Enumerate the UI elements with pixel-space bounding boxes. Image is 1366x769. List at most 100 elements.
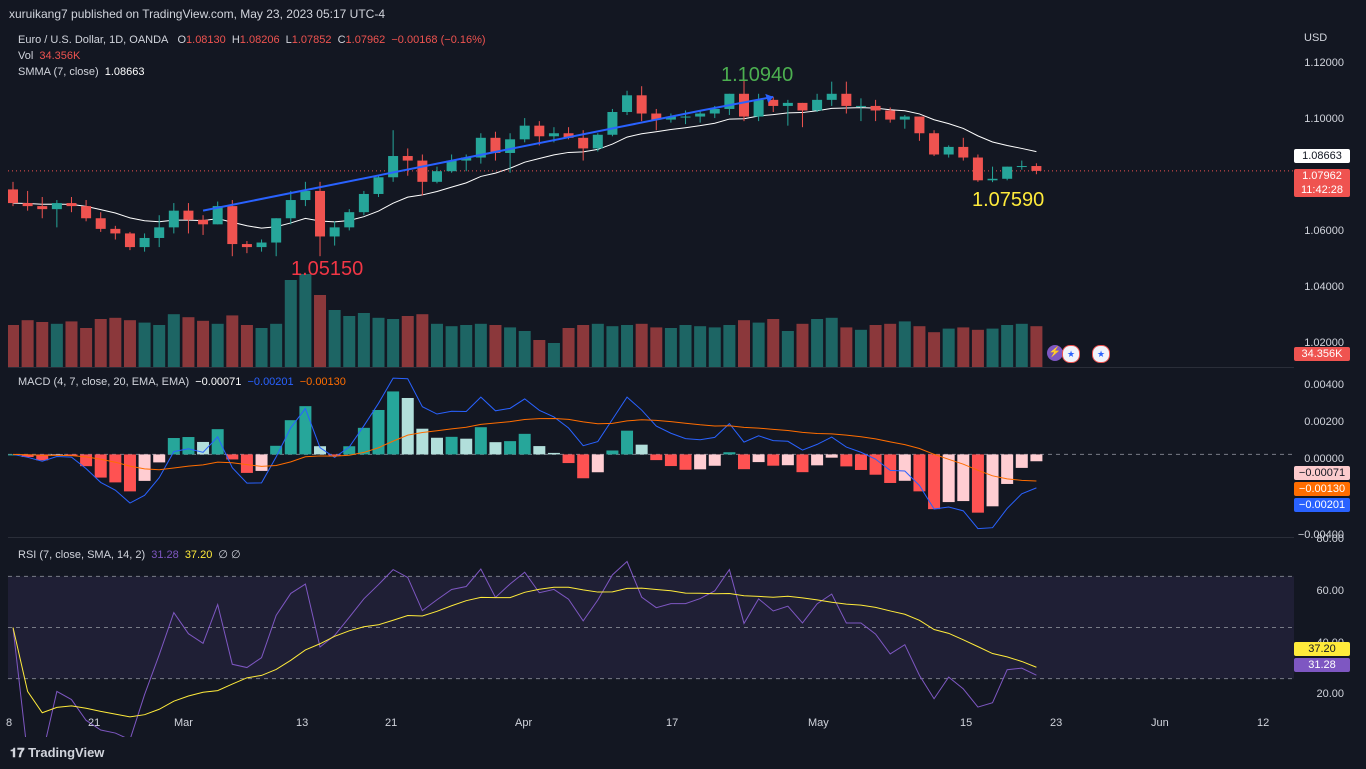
candle-body bbox=[51, 203, 62, 210]
macd-histogram-bar bbox=[21, 454, 34, 458]
volume-bar bbox=[8, 325, 19, 367]
candle-body bbox=[885, 110, 896, 120]
macd-histogram-bar bbox=[650, 454, 663, 461]
tradingview-logo[interactable]: 𝟏𝟕 TradingView bbox=[10, 745, 104, 761]
rsi-ma-value: 37.20 bbox=[184, 549, 213, 561]
high-annotation[interactable]: 1.10940 bbox=[721, 64, 794, 86]
volume-bar bbox=[299, 274, 312, 367]
volume-bar bbox=[650, 327, 663, 367]
macd-histogram-bar bbox=[811, 454, 824, 466]
volume-legend: Vol 34.356K bbox=[18, 50, 83, 62]
volume-bar bbox=[1015, 323, 1028, 367]
candle-body bbox=[431, 171, 442, 182]
volume-bar bbox=[153, 325, 166, 367]
candle-body bbox=[168, 210, 179, 228]
price-tick: 1.12000 bbox=[1304, 57, 1344, 69]
candle-body bbox=[548, 133, 559, 137]
volume-bar bbox=[387, 319, 400, 367]
macd-histogram-bar bbox=[489, 442, 502, 455]
macd-histogram-bar bbox=[547, 452, 560, 455]
smma-label[interactable]: SMMA (7, close) bbox=[18, 66, 99, 78]
symbol-title[interactable]: Euro / U.S. Dollar, 1D, OANDA bbox=[18, 34, 169, 46]
volume-bar bbox=[913, 326, 926, 367]
candle-body bbox=[271, 218, 282, 243]
macd-histogram-bar bbox=[416, 428, 429, 455]
low-value: 1.07852 bbox=[291, 34, 332, 46]
volume-bar bbox=[182, 317, 195, 367]
macd-histogram-bar bbox=[226, 454, 239, 460]
close-label: C bbox=[337, 34, 346, 46]
candle-body bbox=[475, 137, 486, 158]
macd-histogram-bar bbox=[284, 420, 297, 455]
recent-low-annotation[interactable]: 1.07590 bbox=[972, 189, 1045, 211]
macd-signal-tag: −0.00130 bbox=[1294, 482, 1350, 496]
candle-body bbox=[37, 206, 48, 210]
macd-histogram-bar bbox=[752, 454, 765, 463]
volume-bar bbox=[723, 325, 736, 367]
candle-body bbox=[724, 93, 735, 109]
rsi-extra: ∅ ∅ bbox=[218, 549, 241, 561]
candle-body bbox=[797, 102, 808, 111]
trend-line bbox=[699, 95, 774, 112]
candle-body bbox=[300, 190, 311, 201]
x-tick: 12 bbox=[1257, 717, 1270, 729]
volume-bar bbox=[562, 328, 575, 367]
currency-label[interactable]: USD bbox=[1304, 32, 1328, 44]
macd-histogram-bar bbox=[708, 454, 721, 466]
candle-body bbox=[66, 203, 77, 207]
volume-bar bbox=[942, 328, 955, 367]
rsi-label[interactable]: RSI (7, close, SMA, 14, 2) bbox=[18, 549, 146, 561]
macd-histogram-bar bbox=[679, 454, 692, 470]
candle-body bbox=[680, 116, 691, 118]
x-tick: 21 bbox=[88, 717, 101, 729]
candle-body bbox=[212, 206, 223, 225]
volume-bar bbox=[474, 323, 487, 367]
macd-histogram-bar bbox=[884, 454, 897, 483]
candle-body bbox=[563, 133, 574, 138]
lightning-icon[interactable]: ⚡ bbox=[1047, 345, 1063, 361]
macd-histogram-bar bbox=[635, 444, 648, 455]
macd-label[interactable]: MACD (4, 7, close, 20, EMA, EMA) bbox=[18, 376, 190, 388]
us-flag-icon[interactable]: ★ bbox=[1092, 345, 1110, 363]
macd-histogram-bar bbox=[328, 454, 341, 456]
us-flag-icon[interactable]: ★ bbox=[1062, 345, 1080, 363]
candle-body bbox=[695, 113, 706, 117]
volume-bar bbox=[314, 295, 327, 367]
macd-histogram-bar bbox=[445, 436, 458, 455]
macd-histogram-bar bbox=[36, 454, 49, 461]
vol-label[interactable]: Vol bbox=[18, 50, 34, 62]
volume-bar bbox=[1030, 326, 1043, 367]
candle-body bbox=[402, 156, 413, 161]
candle-body bbox=[329, 227, 340, 237]
trend-line bbox=[202, 109, 701, 212]
published-info: xuruikang7 published on TradingView.com,… bbox=[9, 7, 386, 21]
volume-bar bbox=[796, 323, 809, 367]
macd-histogram-bar bbox=[255, 454, 268, 471]
macd-histogram-bar bbox=[986, 454, 999, 507]
x-tick: 17 bbox=[666, 717, 679, 729]
candle-body bbox=[241, 244, 252, 248]
x-tick: May bbox=[808, 717, 829, 729]
volume-bar bbox=[621, 325, 634, 367]
volume-bar bbox=[94, 319, 107, 367]
macd-histogram-bar bbox=[299, 406, 312, 455]
smma-tag: 1.08663 bbox=[1294, 149, 1350, 163]
macd-histogram-bar bbox=[1015, 454, 1028, 468]
macd-histogram-bar bbox=[1030, 454, 1043, 462]
macd-histogram-bar bbox=[796, 454, 809, 473]
candle-body bbox=[753, 99, 764, 117]
macd-histogram-bar bbox=[591, 454, 604, 473]
macd-tick: 0.00400 bbox=[1304, 379, 1344, 391]
candle-body bbox=[81, 206, 92, 219]
low-annotation[interactable]: 1.05150 bbox=[291, 258, 364, 280]
macd-histogram-bar bbox=[533, 446, 546, 455]
volume-bar bbox=[884, 323, 897, 367]
rsi-tick: 80.00 bbox=[1316, 533, 1344, 545]
volume-bar bbox=[416, 314, 429, 367]
chart-canvas[interactable] bbox=[8, 27, 1294, 737]
macd-histogram-bar bbox=[971, 454, 984, 513]
macd-histogram-bar bbox=[723, 452, 736, 455]
candle-body bbox=[739, 93, 749, 117]
volume-bar bbox=[738, 320, 750, 367]
chart-panes[interactable] bbox=[8, 27, 1294, 737]
